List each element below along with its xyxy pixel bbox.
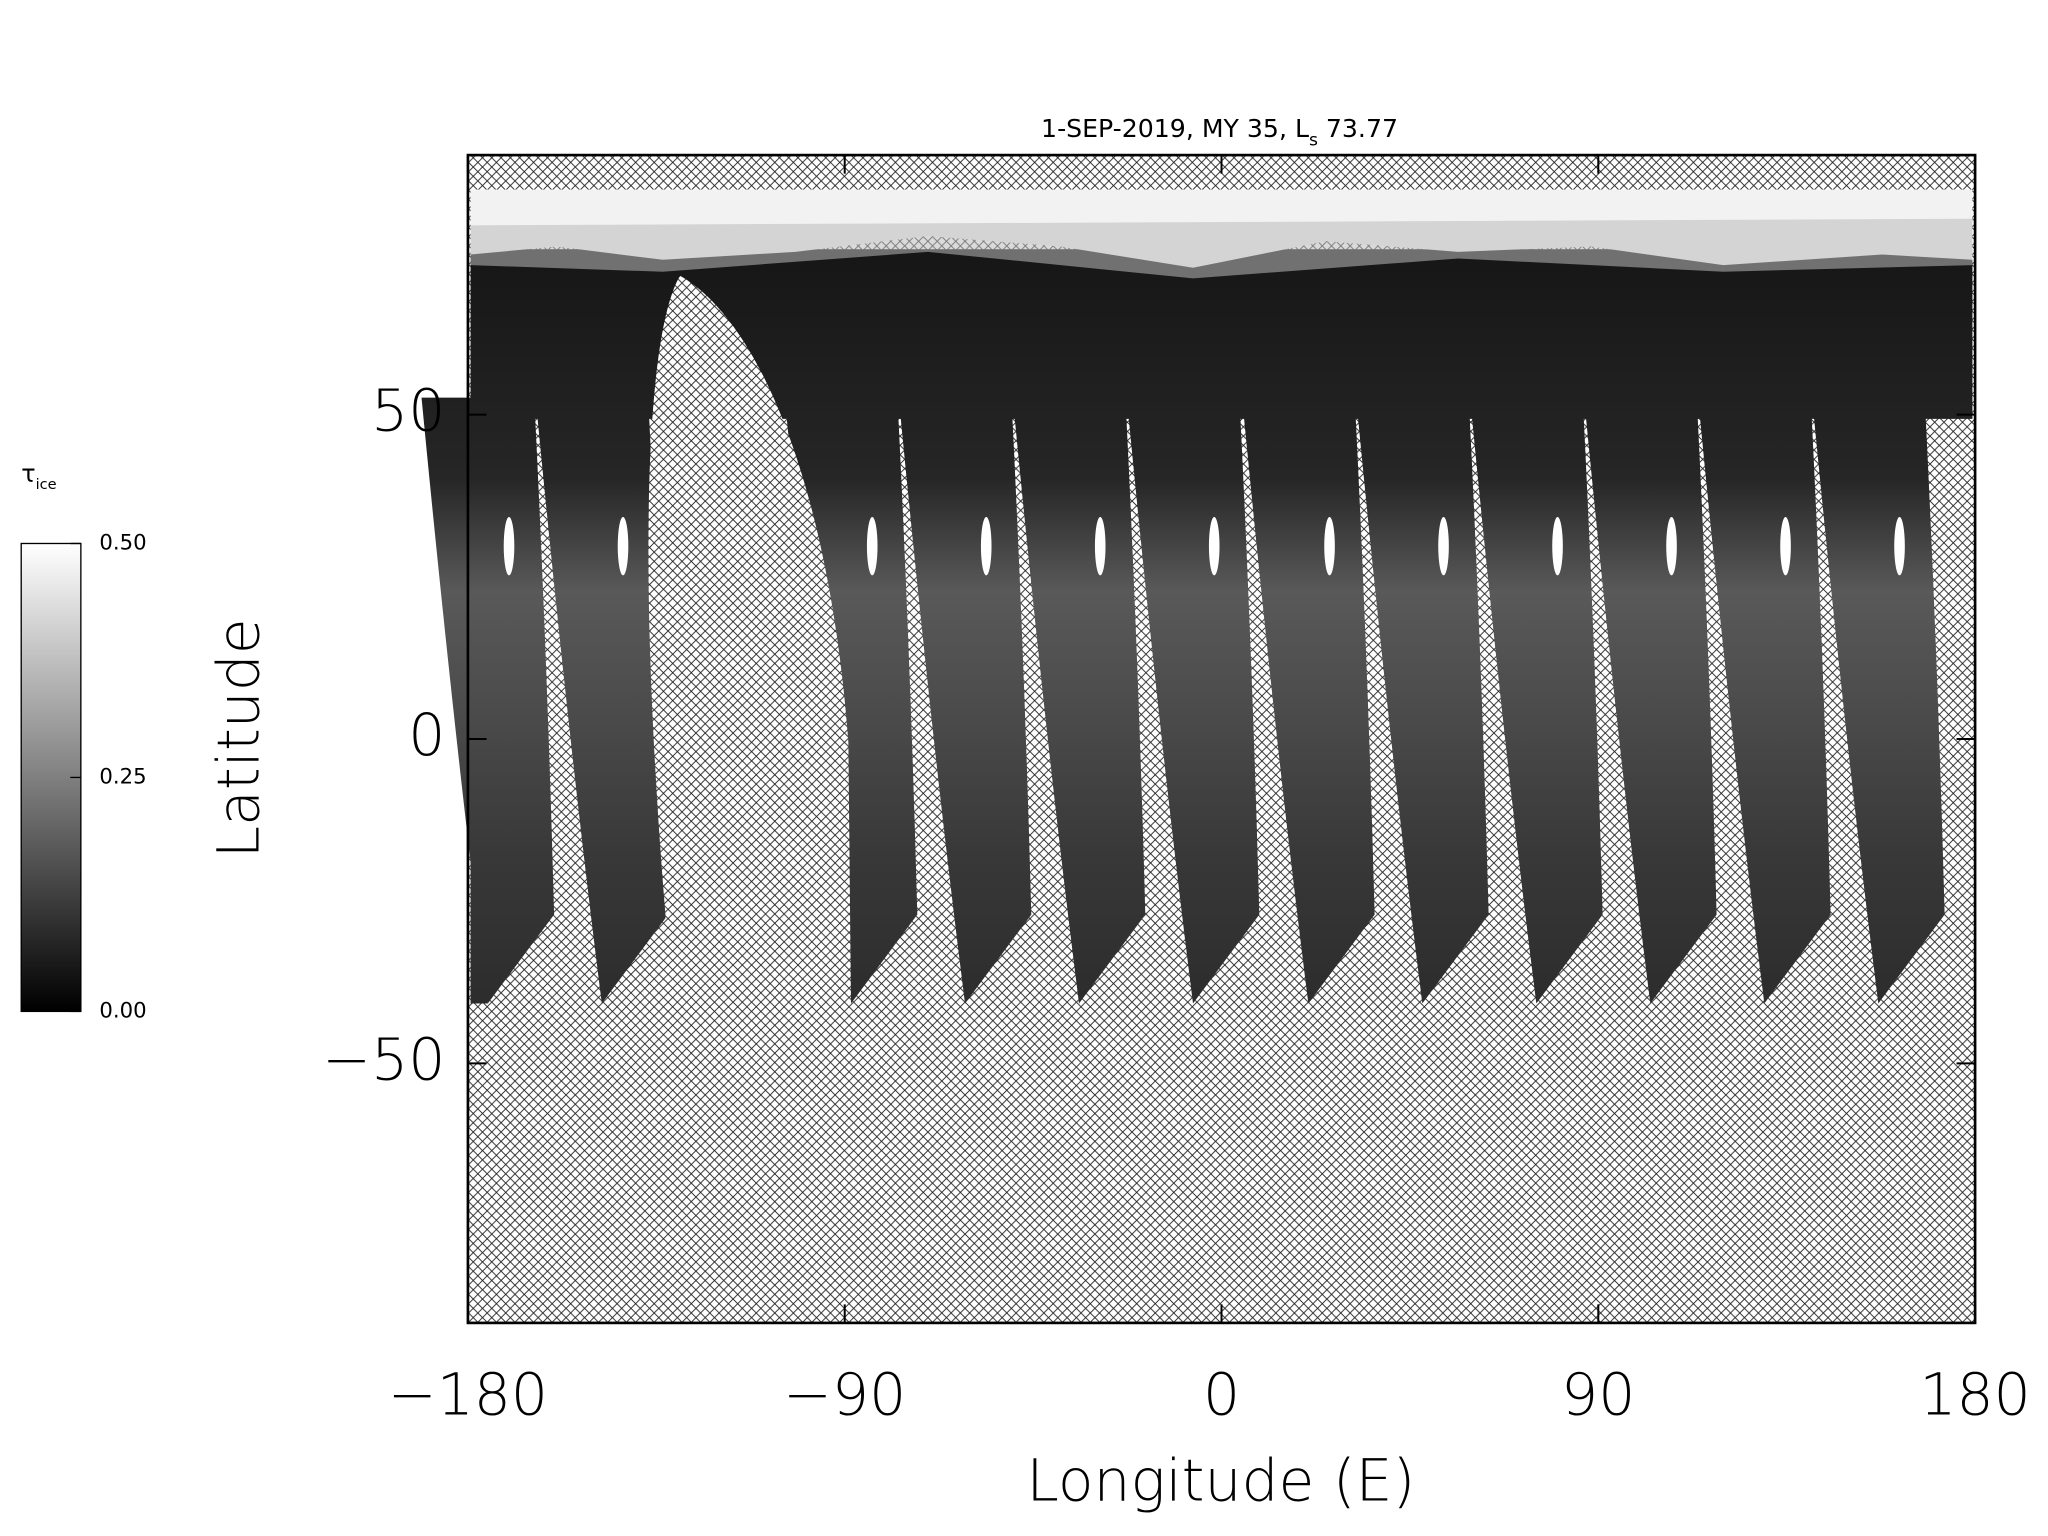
colorbar-tick-label: 0.00: [99, 997, 146, 1022]
no-data-arch: [648, 275, 852, 1008]
swath-gap: [1324, 516, 1335, 576]
swath-gap: [980, 516, 992, 576]
x-tick-label: −90: [783, 1360, 906, 1428]
swath: [1698, 397, 1831, 1004]
map-layer: [421, 155, 1976, 1323]
title-end: 73.77: [1326, 114, 1398, 143]
swath: [1470, 397, 1603, 1004]
y-tick-label: 0: [408, 701, 445, 769]
title-main: 1-SEP-2019, MY 35, L: [1041, 114, 1309, 143]
y-axis-title: Latitude: [205, 618, 273, 858]
y-tick-label: −50: [322, 1025, 445, 1093]
swath-gap: [617, 516, 629, 576]
swath: [1356, 397, 1489, 1004]
swath: [1584, 397, 1717, 1004]
colorbar-tick-label: 0.25: [99, 763, 146, 788]
colorbar-sub: ice: [36, 476, 57, 493]
colorbar-tick-label: 0.50: [99, 529, 146, 554]
swath-gap: [1894, 516, 1905, 576]
swath: [1242, 397, 1375, 1004]
colorbar-label: τice: [21, 459, 56, 493]
x-tick-label: −180: [388, 1360, 548, 1428]
chart-title: 1-SEP-2019, MY 35, Ls 73.77: [1041, 114, 1398, 151]
y-tick-label: 50: [371, 377, 445, 445]
x-tick-label: 180: [1919, 1360, 2030, 1428]
x-tick-label: 0: [1203, 1360, 1240, 1428]
swath-gap: [503, 516, 515, 576]
swath-gap: [1208, 516, 1220, 576]
swath-left-edge: [470, 397, 491, 1004]
swath: [535, 397, 669, 1004]
title-sub: s: [1309, 131, 1318, 151]
swath-gap: [1552, 516, 1563, 576]
x-axis-title: Longitude (E): [1026, 1447, 1415, 1515]
swath: [1126, 397, 1260, 1004]
swath: [1812, 397, 1945, 1004]
colorbar-symbol: τ: [21, 459, 35, 487]
x-tick-label: 90: [1561, 1360, 1635, 1428]
swath: [1012, 397, 1146, 1004]
swath: [898, 397, 1032, 1004]
swath-gap: [1666, 516, 1677, 576]
swath-gap: [1094, 516, 1106, 576]
swath-gap: [1780, 516, 1791, 576]
swath-gap: [866, 516, 878, 576]
polar-edge: [470, 218, 1973, 279]
swath-gap: [1438, 516, 1449, 576]
